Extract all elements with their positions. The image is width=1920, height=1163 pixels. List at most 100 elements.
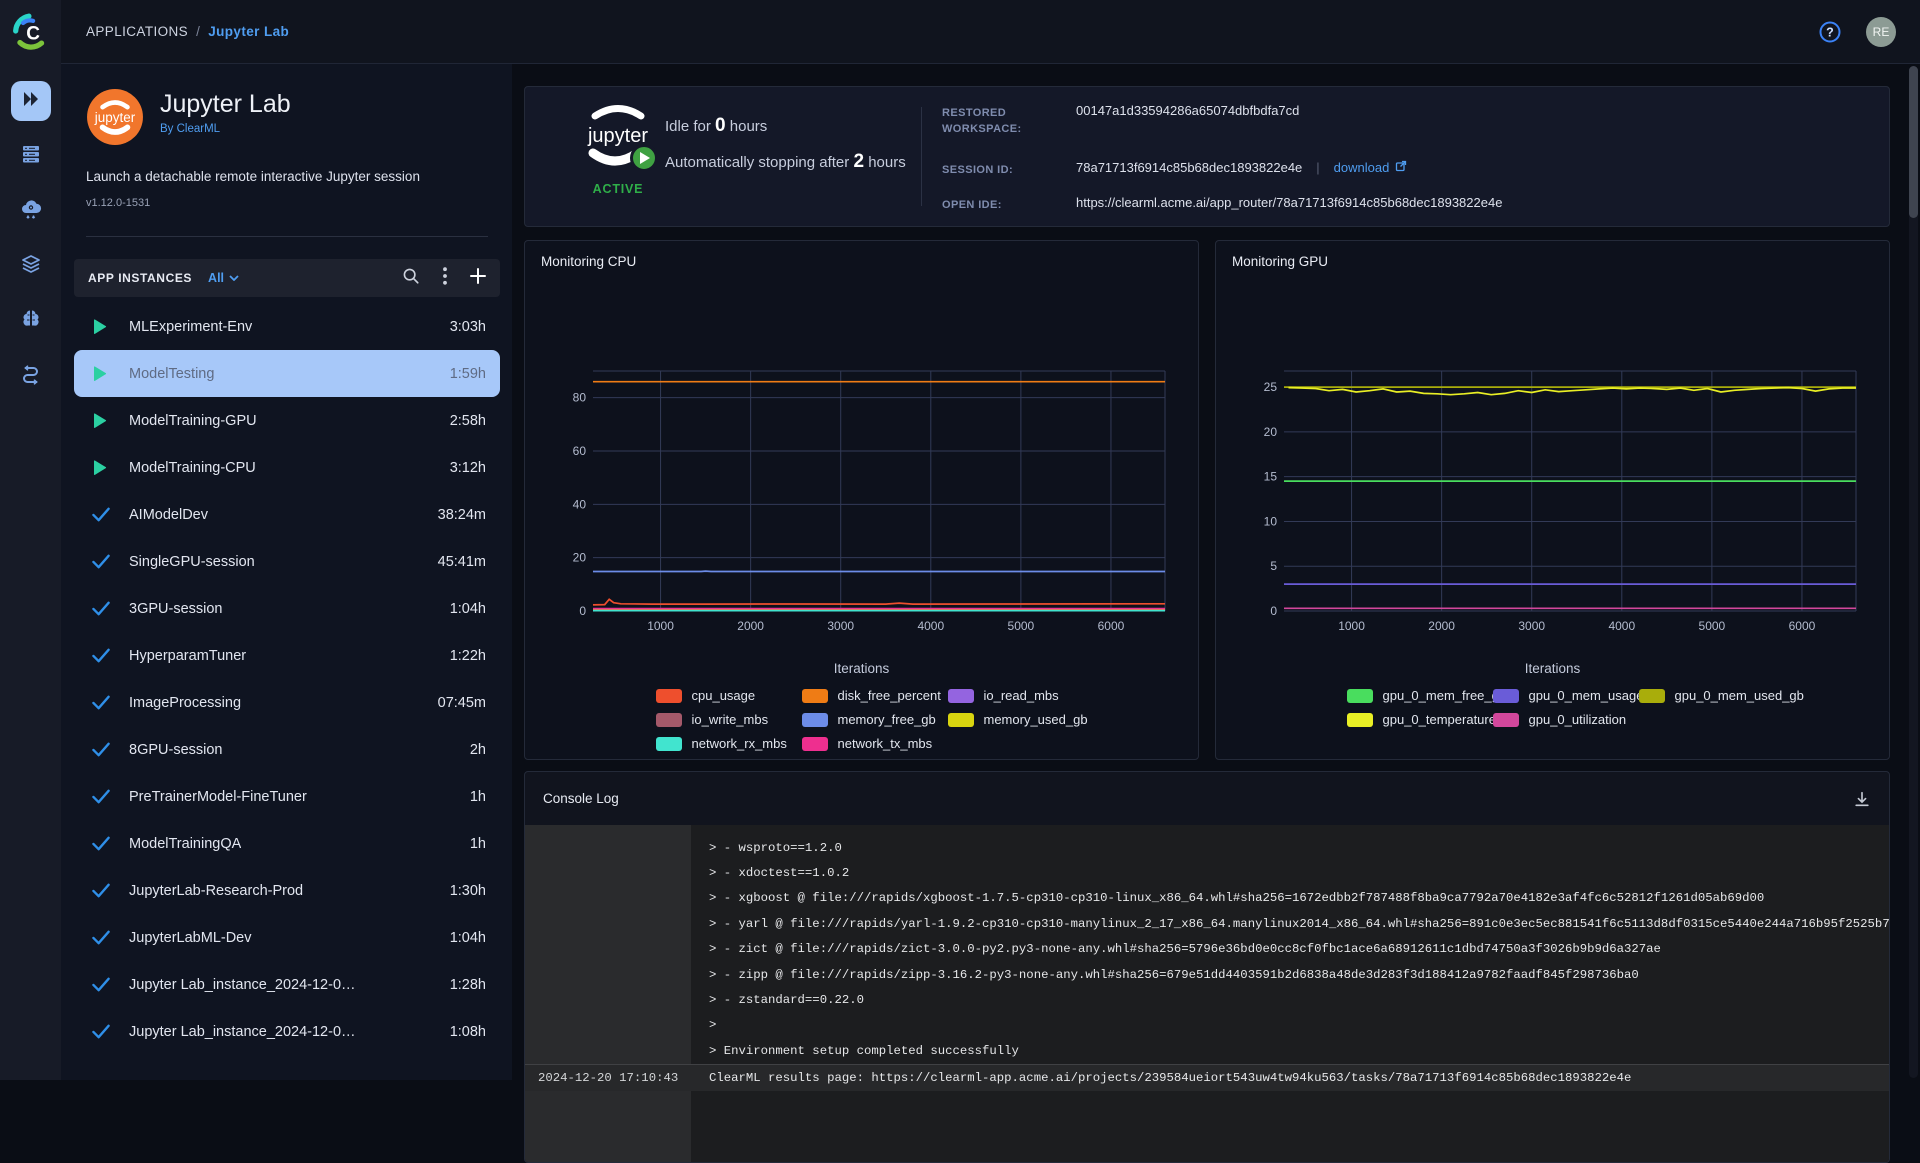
- main-panel: jupyter ACTIVE Idle for 0 hours Automati…: [512, 64, 1890, 1080]
- instance-name: 3GPU-session: [129, 601, 222, 617]
- play-icon: [92, 365, 110, 383]
- instance-row[interactable]: Jupyter Lab_instance_2024-12-0…1:08h: [74, 1008, 500, 1055]
- legend-item-gpu_0_temperature[interactable]: gpu_0_temperature: [1347, 712, 1496, 727]
- legend-label: memory_free_gb: [838, 712, 936, 727]
- page-scrollbar[interactable]: [1909, 66, 1918, 1078]
- instances-filter-dropdown[interactable]: All: [208, 271, 239, 285]
- session-field-label: RESTORED WORKSPACE:: [942, 103, 1042, 137]
- divider: [86, 236, 488, 237]
- sidebar-item-models[interactable]: [11, 301, 51, 341]
- series-cpu_usage: [593, 599, 1165, 605]
- session-card: jupyter ACTIVE Idle for 0 hours Automati…: [524, 86, 1890, 227]
- svg-text:80: 80: [573, 391, 587, 405]
- instance-name: JupyterLab-Research-Prod: [129, 883, 303, 899]
- sidebar-item-applications[interactable]: [11, 81, 51, 121]
- log-row: > - zstandard==0.22.0: [525, 987, 1889, 1012]
- legend-swatch: [1347, 689, 1373, 703]
- breadcrumb-applications[interactable]: APPLICATIONS: [86, 24, 188, 39]
- instance-row[interactable]: Jupyter Lab_instance_2024-12-0…1:28h: [74, 961, 500, 1008]
- legend-item-memory_free_gb[interactable]: memory_free_gb: [802, 712, 936, 727]
- chart-title: Monitoring CPU: [541, 254, 636, 269]
- jupyter-session-logo: jupyter: [559, 101, 677, 177]
- log-row: > - xdoctest==1.0.2: [525, 860, 1889, 885]
- server-rack-icon: [19, 142, 43, 171]
- legend-item-gpu_0_mem_used_gb[interactable]: gpu_0_mem_used_gb: [1639, 688, 1804, 703]
- legend-item-network_tx_mbs[interactable]: network_tx_mbs: [802, 736, 933, 751]
- legend-item-network_rx_mbs[interactable]: network_rx_mbs: [656, 736, 787, 751]
- svg-text:10: 10: [1264, 514, 1278, 528]
- chart-title: Monitoring GPU: [1232, 254, 1328, 269]
- instance-name: ModelTrainingQA: [129, 836, 241, 852]
- legend-item-io_read_mbs[interactable]: io_read_mbs: [948, 688, 1059, 703]
- instance-row[interactable]: ModelTrainingQA 1h: [74, 820, 500, 867]
- plus-icon[interactable]: [470, 268, 486, 289]
- log-text: >: [691, 1018, 716, 1032]
- instance-duration: 3:03h: [450, 319, 486, 335]
- help-icon[interactable]: ?: [1818, 20, 1842, 44]
- legend-item-gpu_0_mem_usage[interactable]: gpu_0_mem_usage: [1493, 688, 1644, 703]
- console-header: Console Log: [525, 772, 1889, 825]
- legend-item-gpu_0_mem_free_gb[interactable]: gpu_0_mem_free_gb: [1347, 688, 1507, 703]
- open-ide-link[interactable]: https://clearml.acme.ai/app_router/78a71…: [1076, 195, 1502, 210]
- legend-swatch: [948, 713, 974, 727]
- legend-item-gpu_0_utilization[interactable]: gpu_0_utilization: [1493, 712, 1627, 727]
- check-icon: [92, 835, 110, 853]
- sidebar-item-pipelines[interactable]: [11, 356, 51, 396]
- instance-duration: 1h: [470, 836, 486, 852]
- instances-toolbar: APP INSTANCES All: [74, 259, 500, 297]
- console-log[interactable]: > - wsproto==1.2.0 > - xdoctest==1.0.2 > -…: [525, 825, 1889, 1162]
- legend-item-cpu_usage[interactable]: cpu_usage: [656, 688, 756, 703]
- instance-name: PreTrainerModel-FineTuner: [129, 789, 307, 805]
- svg-text:1000: 1000: [647, 619, 674, 633]
- sidebar-item-datasets[interactable]: [11, 246, 51, 286]
- chevron-down-icon: [229, 275, 239, 281]
- kebab-menu-icon[interactable]: [443, 267, 447, 290]
- legend-item-io_write_mbs[interactable]: io_write_mbs: [656, 712, 769, 727]
- legend-item-memory_used_gb[interactable]: memory_used_gb: [948, 712, 1088, 727]
- legend-item-disk_free_percent[interactable]: disk_free_percent: [802, 688, 941, 703]
- clearml-logo[interactable]: C: [12, 13, 50, 51]
- instance-name: AIModelDev: [129, 507, 208, 523]
- x-axis-label: Iterations: [525, 661, 1198, 676]
- svg-text:C: C: [26, 23, 40, 44]
- log-text: > Environment setup completed successful…: [691, 1044, 1019, 1058]
- sidebar-item-workers-queues[interactable]: [11, 136, 51, 176]
- cloud-gear-icon: [19, 197, 43, 226]
- legend-swatch: [1493, 713, 1519, 727]
- log-text: > - wsproto==1.2.0: [691, 841, 842, 855]
- session-status: jupyter ACTIVE: [559, 101, 677, 196]
- page-title: Jupyter Lab: [160, 91, 291, 117]
- svg-text:3000: 3000: [827, 619, 854, 633]
- avatar[interactable]: RE: [1866, 17, 1896, 47]
- session-field-text: 78a71713f6914c85b68dec1893822e4e: [1076, 160, 1302, 175]
- download-log-icon[interactable]: [1853, 790, 1871, 808]
- scrollbar-thumb[interactable]: [1909, 66, 1918, 218]
- download-link[interactable]: download: [1334, 160, 1408, 175]
- instance-duration: 2h: [470, 742, 486, 758]
- svg-text:jupyter: jupyter: [94, 110, 136, 125]
- legend-label: gpu_0_mem_free_gb: [1383, 688, 1507, 703]
- play-icon: [92, 318, 110, 336]
- svg-text:jupyter: jupyter: [587, 125, 648, 147]
- app-publisher-link[interactable]: By ClearML: [160, 123, 291, 135]
- console-card: Console Log > - wsproto==1.2.0 > - xdocte…: [524, 771, 1890, 1163]
- instance-duration: 3:12h: [450, 460, 486, 476]
- search-icon[interactable]: [402, 267, 420, 290]
- session-field-label: OPEN IDE:: [942, 195, 1042, 213]
- layers-icon: [19, 252, 43, 281]
- sidebar-item-cloud-autoscalers[interactable]: [11, 191, 51, 231]
